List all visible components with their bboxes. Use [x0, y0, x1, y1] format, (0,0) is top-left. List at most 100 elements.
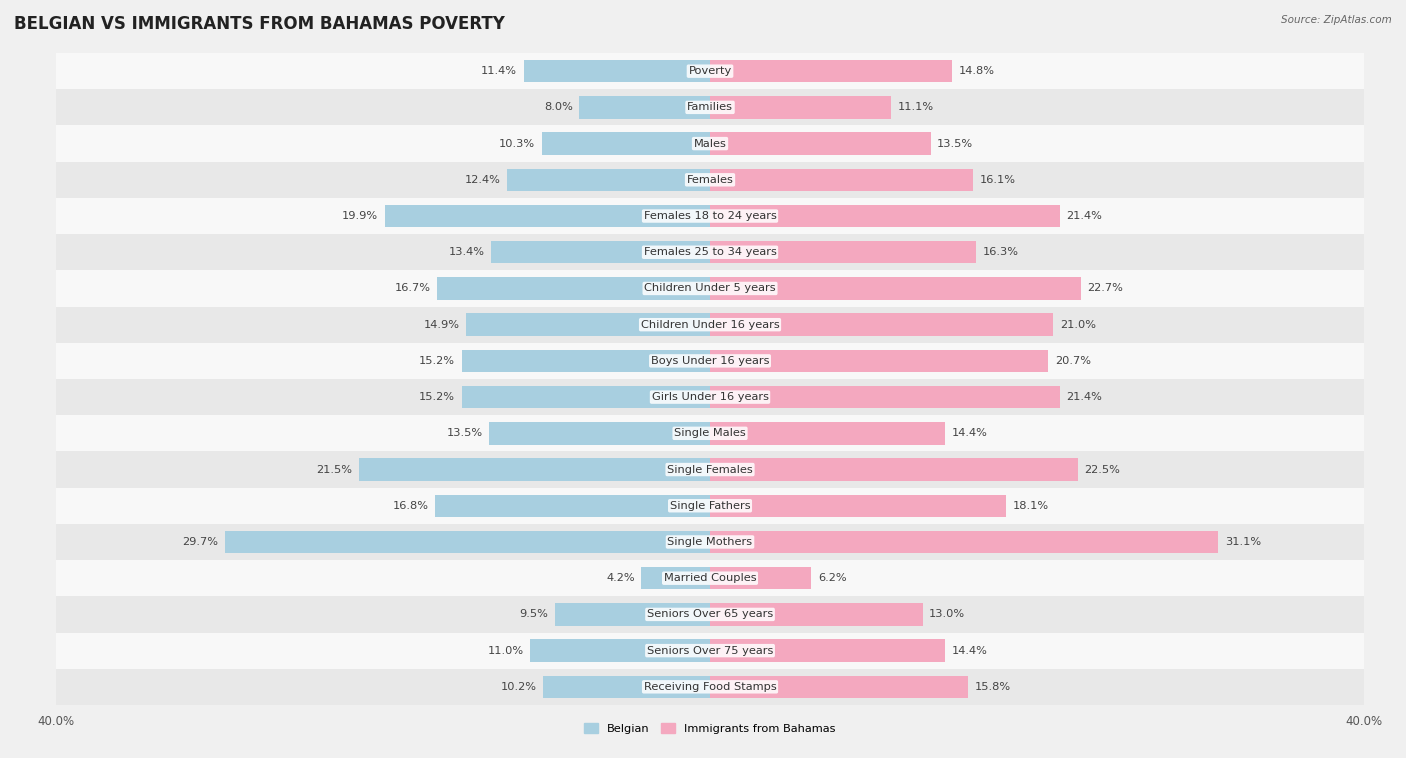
Bar [555, 603, 710, 625]
Bar [385, 205, 710, 227]
Text: 10.2%: 10.2% [501, 682, 537, 692]
Text: 11.4%: 11.4% [481, 66, 517, 76]
Text: 13.5%: 13.5% [447, 428, 482, 438]
Bar [489, 422, 710, 444]
Bar [710, 603, 922, 625]
Text: 22.7%: 22.7% [1088, 283, 1123, 293]
Text: 14.8%: 14.8% [959, 66, 994, 76]
Text: Boys Under 16 years: Boys Under 16 years [651, 356, 769, 366]
Bar [710, 60, 952, 83]
Text: Single Males: Single Males [673, 428, 747, 438]
Bar [56, 560, 1364, 597]
Bar [710, 386, 1060, 409]
Text: 15.2%: 15.2% [419, 356, 456, 366]
Text: 11.0%: 11.0% [488, 646, 523, 656]
Bar [523, 60, 710, 83]
Bar [56, 126, 1364, 161]
Text: Children Under 5 years: Children Under 5 years [644, 283, 776, 293]
Text: Girls Under 16 years: Girls Under 16 years [651, 392, 769, 402]
Text: BELGIAN VS IMMIGRANTS FROM BAHAMAS POVERTY: BELGIAN VS IMMIGRANTS FROM BAHAMAS POVER… [14, 15, 505, 33]
Text: Seniors Over 65 years: Seniors Over 65 years [647, 609, 773, 619]
Text: 21.5%: 21.5% [316, 465, 352, 475]
Text: Single Mothers: Single Mothers [668, 537, 752, 547]
Text: 9.5%: 9.5% [519, 609, 548, 619]
Bar [710, 494, 1005, 517]
Bar [710, 96, 891, 118]
Bar [56, 632, 1364, 669]
Text: Single Females: Single Females [668, 465, 752, 475]
Text: 21.4%: 21.4% [1066, 211, 1102, 221]
Bar [710, 314, 1053, 336]
Bar [461, 349, 710, 372]
Text: 14.4%: 14.4% [952, 646, 988, 656]
Text: 19.9%: 19.9% [342, 211, 378, 221]
Text: 21.4%: 21.4% [1066, 392, 1102, 402]
Text: Single Fathers: Single Fathers [669, 501, 751, 511]
Text: 16.1%: 16.1% [980, 175, 1015, 185]
Bar [56, 524, 1364, 560]
Text: Males: Males [693, 139, 727, 149]
Text: 20.7%: 20.7% [1054, 356, 1091, 366]
Text: 31.1%: 31.1% [1225, 537, 1261, 547]
Bar [359, 459, 710, 481]
Legend: Belgian, Immigrants from Bahamas: Belgian, Immigrants from Bahamas [579, 719, 841, 738]
Bar [56, 271, 1364, 306]
Text: Source: ZipAtlas.com: Source: ZipAtlas.com [1281, 15, 1392, 25]
Bar [467, 314, 710, 336]
Bar [710, 675, 969, 698]
Bar [543, 675, 710, 698]
Bar [710, 422, 945, 444]
Bar [56, 89, 1364, 126]
Bar [56, 306, 1364, 343]
Text: Married Couples: Married Couples [664, 573, 756, 583]
Text: Females 25 to 34 years: Females 25 to 34 years [644, 247, 776, 257]
Text: 12.4%: 12.4% [465, 175, 501, 185]
Bar [710, 133, 931, 155]
Text: 10.3%: 10.3% [499, 139, 536, 149]
Bar [491, 241, 710, 264]
Bar [56, 415, 1364, 452]
Bar [56, 198, 1364, 234]
Bar [641, 567, 710, 590]
Text: Females: Females [686, 175, 734, 185]
Bar [436, 494, 710, 517]
Bar [710, 205, 1060, 227]
Bar [56, 161, 1364, 198]
Text: Seniors Over 75 years: Seniors Over 75 years [647, 646, 773, 656]
Bar [56, 597, 1364, 632]
Text: 16.3%: 16.3% [983, 247, 1019, 257]
Bar [56, 379, 1364, 415]
Bar [710, 349, 1049, 372]
Bar [710, 459, 1078, 481]
Text: Poverty: Poverty [689, 66, 731, 76]
Text: 14.9%: 14.9% [425, 320, 460, 330]
Text: 13.5%: 13.5% [938, 139, 973, 149]
Text: 4.2%: 4.2% [606, 573, 636, 583]
Text: 16.7%: 16.7% [395, 283, 430, 293]
Text: 13.4%: 13.4% [449, 247, 485, 257]
Bar [56, 452, 1364, 487]
Bar [710, 277, 1081, 299]
Text: 13.0%: 13.0% [929, 609, 965, 619]
Text: 6.2%: 6.2% [818, 573, 846, 583]
Bar [225, 531, 710, 553]
Bar [437, 277, 710, 299]
Bar [579, 96, 710, 118]
Bar [710, 640, 945, 662]
Bar [56, 487, 1364, 524]
Text: Receiving Food Stamps: Receiving Food Stamps [644, 682, 776, 692]
Bar [56, 669, 1364, 705]
Text: Children Under 16 years: Children Under 16 years [641, 320, 779, 330]
Text: 8.0%: 8.0% [544, 102, 572, 112]
Text: 11.1%: 11.1% [898, 102, 934, 112]
Text: 14.4%: 14.4% [952, 428, 988, 438]
Bar [461, 386, 710, 409]
Bar [710, 567, 811, 590]
Text: 15.8%: 15.8% [974, 682, 1011, 692]
Bar [56, 53, 1364, 89]
Text: 16.8%: 16.8% [392, 501, 429, 511]
Bar [710, 168, 973, 191]
Bar [56, 234, 1364, 271]
Bar [508, 168, 710, 191]
Text: 21.0%: 21.0% [1060, 320, 1095, 330]
